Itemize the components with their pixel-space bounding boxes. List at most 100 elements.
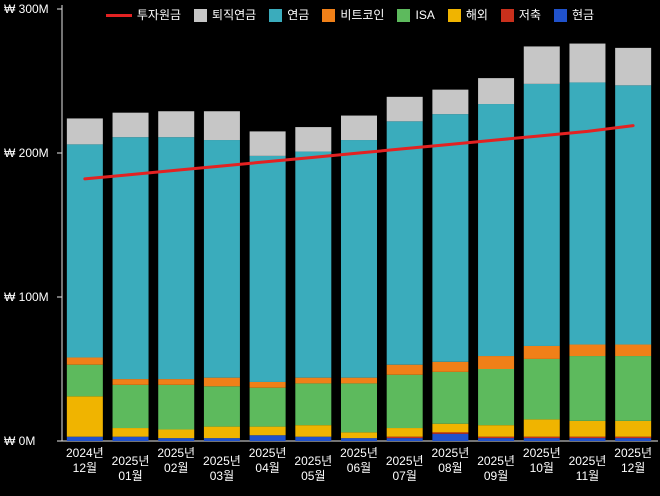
bar-segment-cash bbox=[523, 438, 560, 441]
legend-label: 비트코인 bbox=[340, 8, 385, 22]
bar-segment-pension bbox=[158, 137, 195, 380]
bar-segment-retirement-pension bbox=[203, 111, 240, 141]
bar-segment-bitcoin bbox=[112, 379, 149, 385]
bar-segment-overseas bbox=[112, 428, 149, 437]
bar-segment-retirement-pension bbox=[249, 131, 286, 156]
bar-segment-pension bbox=[112, 137, 149, 380]
legend-item-retirement-pension[interactable]: 퇴직연금 bbox=[194, 9, 256, 22]
bar-segment-retirement-pension bbox=[569, 43, 606, 83]
bar-segment-bitcoin bbox=[341, 377, 377, 384]
legend-label: 저축 bbox=[518, 8, 542, 22]
legend-label: 연금 bbox=[287, 8, 310, 22]
y-axis-label: ₩ 0M bbox=[4, 434, 35, 448]
bar-segment-retirement-pension bbox=[341, 115, 377, 141]
x-axis-label-month: 09월 bbox=[484, 469, 508, 483]
x-axis-label-month: 07월 bbox=[392, 469, 416, 483]
bar-segment-pension bbox=[478, 104, 515, 357]
bar-segment-isa bbox=[66, 364, 103, 397]
x-axis-label-month: 02월 bbox=[164, 461, 188, 475]
legend-box-swatch-icon bbox=[500, 9, 514, 22]
bar-segment-isa bbox=[249, 387, 286, 427]
bar-segment-cash bbox=[478, 438, 515, 441]
bar-segment-pension bbox=[523, 83, 560, 346]
legend-label: 퇴직연금 bbox=[212, 8, 257, 22]
bar-segment-overseas bbox=[203, 426, 240, 439]
bar-segment-retirement-pension bbox=[615, 47, 652, 86]
bar-segment-retirement-pension bbox=[523, 46, 560, 84]
bar-segment-retirement-pension bbox=[158, 111, 195, 138]
bar-segment-isa bbox=[341, 383, 377, 433]
bar-segment-isa bbox=[432, 371, 469, 424]
bar-segment-isa bbox=[158, 384, 195, 430]
investment-principal-line bbox=[83, 124, 635, 181]
bar-segment-isa bbox=[112, 384, 149, 429]
bar-segment-cash bbox=[295, 436, 332, 441]
bar-segment-pension bbox=[386, 121, 423, 365]
legend-line-swatch-icon bbox=[105, 14, 132, 17]
x-axis-label-year: 2025년 bbox=[203, 454, 241, 468]
x-axis-label-year: 2025년 bbox=[523, 446, 561, 460]
legend-item-pension[interactable]: 연금 bbox=[269, 9, 309, 22]
legend-label: ISA bbox=[415, 8, 435, 22]
legend-label: 투자원금 bbox=[136, 8, 182, 22]
bar-segment-bitcoin bbox=[295, 377, 332, 384]
x-axis-label-year: 2025년 bbox=[249, 446, 287, 460]
bar-segment-savings bbox=[386, 436, 423, 439]
legend-box-swatch-icon bbox=[322, 9, 336, 22]
y-axis-label: ₩ 200M bbox=[4, 146, 49, 160]
bar-segment-overseas bbox=[523, 419, 560, 437]
x-axis-label-month: 11월 bbox=[576, 469, 600, 483]
legend-item-investment-principal[interactable]: 투자원금 bbox=[105, 8, 182, 22]
x-axis-label-year: 2025년 bbox=[432, 446, 470, 460]
bar-segment-cash bbox=[249, 435, 286, 441]
bar-segment-retirement-pension bbox=[112, 112, 149, 138]
bar-segment-bitcoin bbox=[203, 377, 240, 387]
bar-segment-cash bbox=[158, 438, 195, 441]
x-axis-label-year: 2025년 bbox=[294, 454, 332, 468]
legend-item-bitcoin[interactable]: 비트코인 bbox=[322, 9, 384, 22]
bar-segment-pension bbox=[295, 151, 332, 378]
x-axis-label-month: 06월 bbox=[347, 461, 371, 475]
bar-segment-pension bbox=[203, 140, 240, 378]
bar-segment-cash bbox=[569, 438, 606, 441]
bar-segment-isa bbox=[523, 358, 560, 420]
x-axis-label-month: 12월 bbox=[621, 461, 645, 475]
bar-segment-isa bbox=[295, 383, 332, 426]
bar-segment-bitcoin bbox=[569, 344, 606, 357]
x-axis-label-month: 05월 bbox=[301, 469, 325, 483]
bar-segment-bitcoin bbox=[615, 344, 652, 357]
x-axis-label-year: 2025년 bbox=[340, 446, 378, 460]
x-axis-label-month: 12월 bbox=[73, 461, 97, 475]
bar-segment-cash bbox=[112, 436, 149, 441]
bar-segment-savings bbox=[615, 436, 652, 439]
legend-box-swatch-icon bbox=[554, 9, 568, 22]
legend-item-cash[interactable]: 현금 bbox=[554, 9, 594, 22]
bar-segment-retirement-pension bbox=[66, 118, 103, 145]
x-axis-label-year: 2025년 bbox=[386, 454, 424, 468]
bar-segment-retirement-pension bbox=[478, 78, 515, 105]
bar-segment-bitcoin bbox=[478, 356, 515, 369]
legend-item-overseas[interactable]: 해외 bbox=[447, 9, 488, 22]
legend-box-swatch-icon bbox=[447, 9, 461, 22]
bar-segment-retirement-pension bbox=[386, 96, 423, 122]
legend-item-savings[interactable]: 저축 bbox=[500, 8, 542, 22]
bar-segment-overseas bbox=[341, 432, 377, 439]
y-axis-label: ₩ 100M bbox=[4, 290, 49, 304]
bar-segment-bitcoin bbox=[158, 379, 195, 385]
bar-segment-pension bbox=[249, 155, 286, 382]
bar-segment-retirement-pension bbox=[432, 89, 469, 115]
x-axis-label-year: 2024년 bbox=[66, 446, 104, 460]
x-axis-label-month: 04월 bbox=[255, 461, 279, 475]
bar-segment-isa bbox=[615, 356, 652, 421]
bar-segment-cash bbox=[203, 438, 240, 441]
bar-segment-cash bbox=[66, 436, 103, 441]
legend-box-swatch-icon bbox=[194, 9, 208, 22]
chart-legend: 투자원금 퇴직연금 연금 비트코인 ISA 해외 저축 현금 bbox=[40, 9, 660, 22]
x-axis-label-month: 10월 bbox=[530, 461, 554, 475]
x-axis-label-month: 08월 bbox=[438, 461, 462, 475]
bar-segment-bitcoin bbox=[523, 345, 560, 359]
bar-segment-cash bbox=[386, 438, 423, 441]
bar-segment-cash bbox=[341, 438, 377, 441]
legend-item-isa[interactable]: ISA bbox=[397, 8, 435, 22]
